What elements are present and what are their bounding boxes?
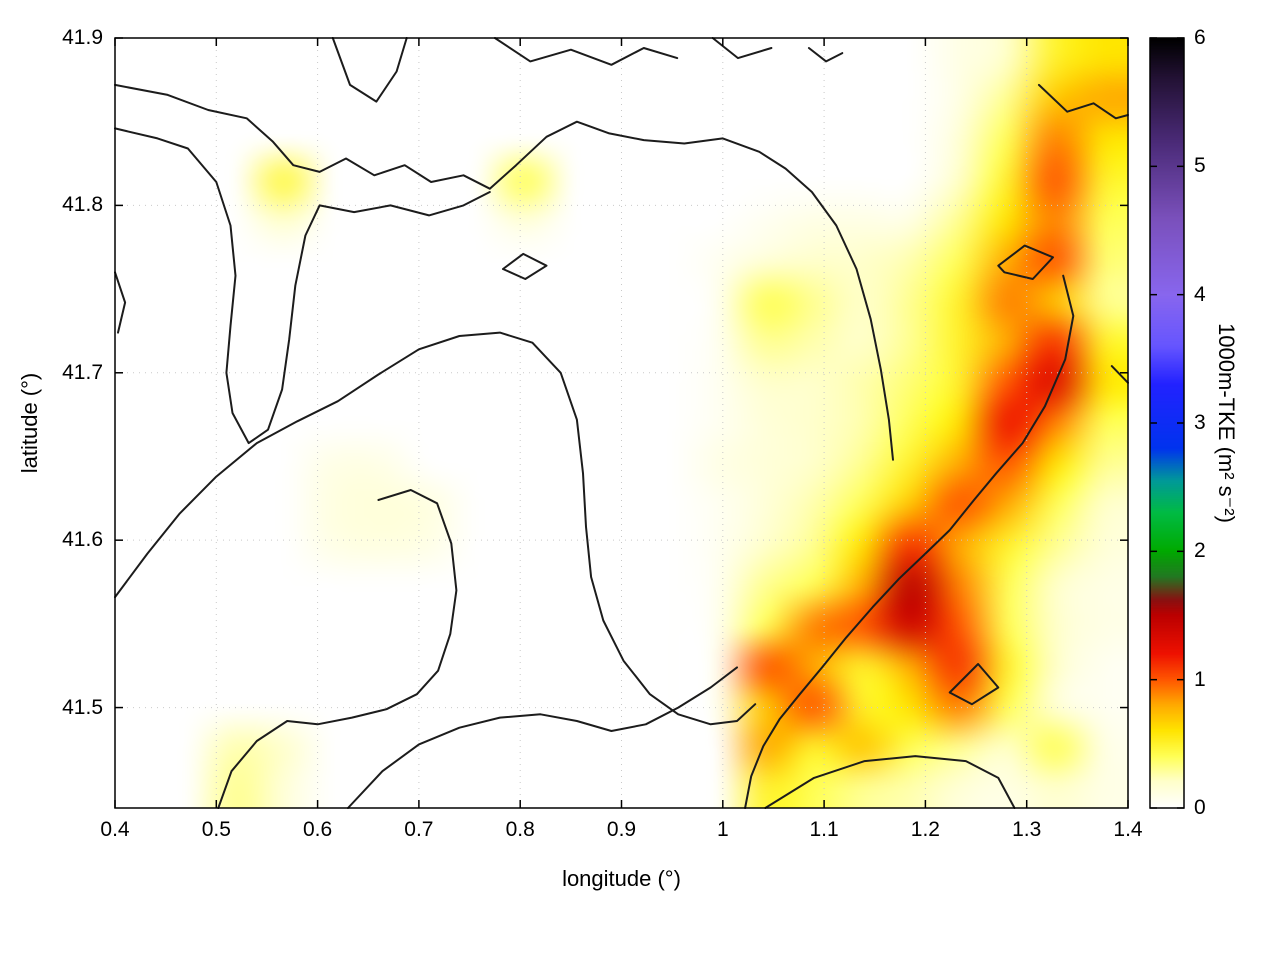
x-tick-label: 1.1 <box>809 818 839 841</box>
x-axis-label: longitude (°) <box>562 866 681 891</box>
x-tick-label: 0.7 <box>404 818 434 841</box>
x-tick-label: 1.4 <box>1113 818 1143 841</box>
cb-tick-label: 5 <box>1194 154 1206 178</box>
y-tick-label: 41.6 <box>62 528 103 552</box>
y-tick-label: 41.8 <box>62 193 103 217</box>
y-tick-label: 41.9 <box>62 26 103 49</box>
cb-tick-label: 4 <box>1194 282 1206 306</box>
cb-tick-label: 1 <box>1194 667 1206 691</box>
x-tick-label: 1.2 <box>910 818 940 841</box>
y-axis-label: latitude (°) <box>17 372 42 474</box>
x-tick-label: 0.6 <box>302 818 333 841</box>
y-tick-label: 41.7 <box>62 360 103 384</box>
cb-tick-label: 2 <box>1194 539 1206 563</box>
x-tick-label: 0.9 <box>606 818 637 841</box>
x-tick-label: 0.8 <box>505 818 535 841</box>
x-tick-label: 1.3 <box>1012 818 1042 841</box>
y-tick-label: 41.5 <box>62 695 103 719</box>
colorbar-label: 1000m-TKE (m² s⁻²) <box>1214 323 1239 523</box>
cb-tick-label: 0 <box>1194 796 1206 819</box>
x-tick-label: 0.5 <box>201 818 231 841</box>
cb-tick-label: 3 <box>1194 411 1206 434</box>
cb-tick-label: 6 <box>1194 26 1206 49</box>
x-tick-label: 0.4 <box>100 818 130 841</box>
x-tick-label: 1 <box>716 818 729 841</box>
